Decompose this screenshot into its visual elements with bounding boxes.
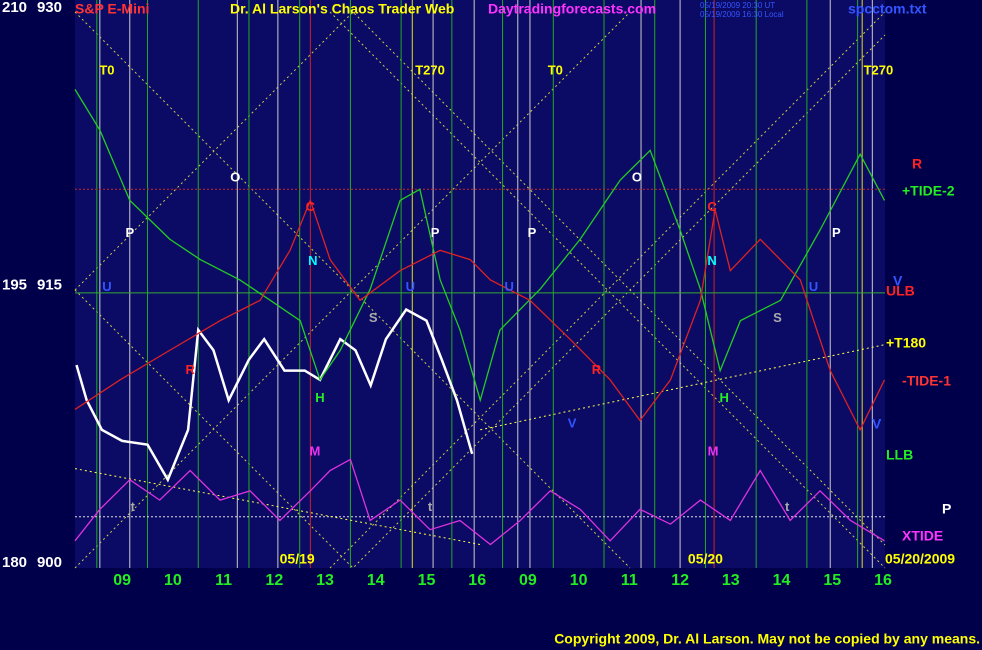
- annotation: H: [720, 390, 729, 405]
- annotation: S: [369, 310, 378, 325]
- marks: T0 T270 T0 T270 O O P P P P C C N N U U U U S S R R H H V M Mt t t: [74, 62, 894, 546]
- trend-line: [74, 468, 481, 545]
- stamp: 05/19/2009 16:30 Local: [700, 10, 784, 19]
- series-label: XTIDE: [902, 528, 943, 544]
- annotation: P: [125, 225, 134, 240]
- annotation: R: [592, 362, 602, 377]
- x-tick-label: 10: [570, 572, 588, 589]
- annotation: C: [306, 199, 316, 214]
- annotation: M: [708, 443, 719, 458]
- x-tick-label: 10: [164, 572, 182, 589]
- annotation: O: [632, 170, 642, 185]
- series-label: -TIDE-1: [902, 373, 951, 389]
- right-label: ULB: [886, 283, 915, 299]
- x-tick-label: 14: [367, 572, 385, 589]
- annotation: N: [308, 253, 317, 268]
- x-tick-label: 12: [671, 572, 689, 589]
- annotation: C: [707, 199, 717, 214]
- annotation: U: [406, 279, 415, 294]
- annotation: P: [832, 225, 841, 240]
- end-date: 05/20/2009: [885, 551, 955, 567]
- y-tick-label: 900: [37, 554, 62, 571]
- annotation: U: [809, 279, 818, 294]
- y2-tick-label: 195: [2, 276, 27, 293]
- annotation: O: [230, 170, 240, 185]
- annotation: t: [785, 499, 790, 514]
- x-tick-label: 09: [113, 572, 131, 589]
- right-label: P: [942, 501, 951, 517]
- file-name: spcctom.txt: [848, 1, 927, 17]
- right-label: LLB: [886, 447, 913, 463]
- annotation: U: [504, 279, 513, 294]
- series-line: [74, 89, 886, 403]
- symbol: S&P E-Mini: [75, 1, 149, 17]
- annotation: R: [185, 362, 195, 377]
- annotation: U: [102, 279, 111, 294]
- y2-tick-label: 180: [2, 554, 27, 571]
- annotation: M: [309, 443, 320, 458]
- x-tick-label: 12: [265, 572, 283, 589]
- y-tick-label: 915: [37, 276, 62, 293]
- series-line: [74, 458, 885, 546]
- x-tick-label: 13: [722, 572, 740, 589]
- site: Daytradingforecasts.com: [488, 1, 656, 17]
- annotation: H: [315, 390, 324, 405]
- annotation: S: [773, 310, 782, 325]
- y-tick-label: 930: [37, 0, 62, 16]
- title: Dr. Al Larson's Chaos Trader Web: [230, 1, 454, 17]
- x-tick-label: 09: [519, 572, 537, 589]
- annotation: N: [707, 253, 716, 268]
- stamp: 05/19/2009 20:30 UT: [700, 1, 775, 10]
- annotation: t: [131, 499, 136, 514]
- annotation: T0: [548, 62, 563, 77]
- right-label: R: [912, 156, 922, 172]
- annotation: T0: [99, 62, 114, 77]
- right-label: +T180: [886, 335, 926, 351]
- annotation: P: [528, 225, 537, 240]
- x-tick-label: 16: [468, 572, 486, 589]
- series-line: [74, 198, 886, 432]
- trend-line: [480, 344, 885, 431]
- grid: [74, 0, 885, 568]
- y2-tick-label: 210: [2, 0, 27, 16]
- annotation: P: [431, 225, 440, 240]
- right-label: V: [872, 416, 882, 432]
- date-label: 05/19: [280, 551, 315, 567]
- annotation: T270: [864, 62, 894, 77]
- x-tick-label: 15: [823, 572, 841, 589]
- plot-area: [75, 0, 885, 568]
- right-label: V: [893, 273, 903, 289]
- series-label: +TIDE-2: [902, 183, 955, 199]
- date-label: 05/20: [688, 551, 723, 567]
- annotation: V: [568, 416, 577, 431]
- x-tick-label: 11: [621, 572, 638, 589]
- x-tick-label: 13: [316, 572, 334, 589]
- series-line: [75, 307, 474, 483]
- x-tick-label: 16: [874, 572, 892, 589]
- x-tick-label: 11: [215, 572, 232, 589]
- annotation: T270: [415, 62, 445, 77]
- annotation: t: [428, 499, 433, 514]
- x-tick-label: 15: [418, 572, 436, 589]
- copyright: Copyright 2009, Dr. Al Larson. May not b…: [554, 631, 980, 647]
- x-tick-label: 14: [773, 572, 791, 589]
